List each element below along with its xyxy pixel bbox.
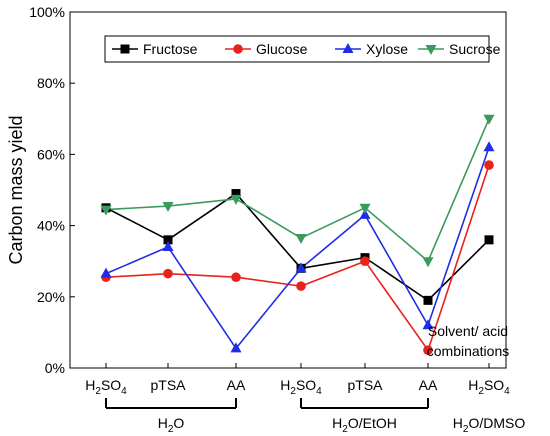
data-point-xylose <box>100 267 112 278</box>
legend-label: Fructose <box>143 41 198 57</box>
group-label: H2O <box>158 415 185 435</box>
annotation-line: combinations <box>427 343 510 359</box>
group-brackets: H2O H2O/EtOH H2O/DMSO <box>105 398 526 435</box>
series-line-xylose <box>105 147 490 350</box>
data-point-glucose <box>360 256 370 267</box>
data-point-sucrose <box>100 205 112 216</box>
data-point-sucrose <box>422 257 434 268</box>
data-point-xylose <box>483 141 495 152</box>
y-axis-title: Carbon mass yield <box>6 115 26 264</box>
data-point-fructose <box>163 235 173 245</box>
data-point-sucrose <box>483 114 495 125</box>
x-tick-label: pTSA <box>347 377 383 393</box>
legend-label: Glucose <box>256 41 308 57</box>
x-tick-label: H2SO4 <box>280 377 322 397</box>
legend: Fructose Glucose Xylose Sucrose <box>104 35 501 63</box>
y-tick-label: 40% <box>37 218 65 234</box>
legend-label: Sucrose <box>449 41 501 57</box>
data-point-glucose <box>296 281 306 291</box>
y-tick-label: 80% <box>37 75 65 91</box>
x-tick-label: pTSA <box>150 377 186 393</box>
legend-marker <box>233 44 243 54</box>
data-point-glucose <box>163 268 173 279</box>
x-axis: H2SO4 pTSA AA H2SO4 pTSA AA H2SO4 <box>85 363 510 397</box>
data-point-sucrose <box>230 194 242 205</box>
x-tick-label: H2SO4 <box>85 377 127 397</box>
data-point-glucose <box>231 272 241 283</box>
data-point-sucrose <box>359 203 371 214</box>
data-point-xylose <box>359 208 371 219</box>
plot-frame <box>69 11 507 369</box>
data-point-glucose <box>484 160 494 170</box>
y-tick-label: 60% <box>37 146 65 162</box>
legend-box <box>104 35 490 63</box>
legend-marker <box>342 43 354 53</box>
group-label: H2O/EtOH <box>332 415 397 435</box>
data-point-fructose <box>484 235 494 245</box>
data-point-xylose <box>422 319 434 330</box>
y-tick-label: 100% <box>29 4 65 20</box>
solvent-annotation: Solvent/ acid combinations <box>427 323 510 359</box>
data-point-xylose <box>295 262 307 273</box>
data-point-fructose <box>423 295 433 305</box>
x-tick-label: AA <box>227 377 246 393</box>
y-axis: 0% 20% 40% 60% 80% 100% <box>29 4 75 376</box>
series-line-sucrose <box>105 118 490 263</box>
x-tick-label: AA <box>419 377 438 393</box>
data-point-xylose <box>230 342 242 353</box>
data-point-glucose <box>423 345 433 356</box>
data-point-sucrose <box>295 234 307 245</box>
data-point-xylose <box>162 240 174 251</box>
markers-layer <box>100 114 495 356</box>
data-point-fructose <box>231 189 241 199</box>
legend-label: Xylose <box>366 41 408 57</box>
x-tick-label: H2SO4 <box>468 377 510 397</box>
legend-marker <box>425 45 437 55</box>
group-label: H2O/DMSO <box>453 415 526 435</box>
legend-marker <box>120 44 130 54</box>
y-tick-label: 0% <box>45 360 65 376</box>
y-tick-label: 20% <box>37 289 65 305</box>
annotation-line: Solvent/ acid <box>428 323 508 339</box>
data-point-sucrose <box>162 202 174 213</box>
